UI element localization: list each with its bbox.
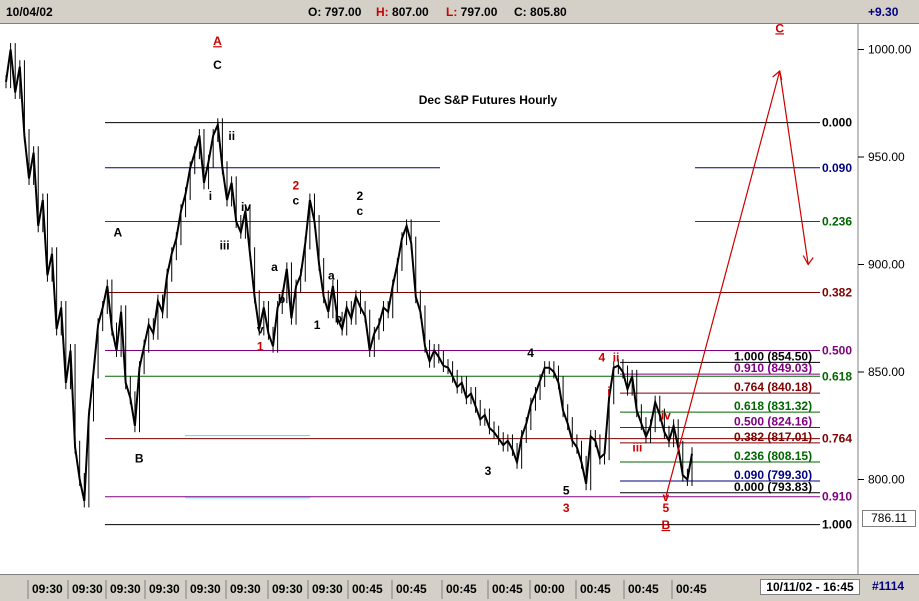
wave-label: C <box>213 58 222 72</box>
y-tick-label: 950.00 <box>868 150 905 164</box>
price-line <box>5 49 693 502</box>
x-tick-labels: 09:30 09:30 09:30 09:30 09:30 09:30 09:30 09:30… <box>27 580 707 599</box>
fib-retracement-label: 0.236 <box>822 215 852 229</box>
x-tick-label: 00:45 <box>492 582 523 596</box>
fib-retracement-label: 0.000 <box>822 116 852 130</box>
wave-label: ii <box>613 350 620 364</box>
wave-label: v <box>663 490 670 504</box>
x-tick-label: 09:30 <box>312 582 343 596</box>
x-tick-label: 00:45 <box>580 582 611 596</box>
projection-arrowhead <box>802 255 814 266</box>
wave-label: iv <box>661 408 671 422</box>
wave-label: a <box>328 269 335 283</box>
wave-label: 1 <box>314 318 321 332</box>
change-value: +9.30 <box>868 5 899 19</box>
wave-label: 2 <box>356 189 363 203</box>
x-tick-label: 00:45 <box>352 582 383 596</box>
close-value: 805.80 <box>530 5 567 19</box>
x-tick-label: 00:45 <box>628 582 659 596</box>
wave-label: c <box>292 193 299 207</box>
x-tick-label: 09:30 <box>32 582 63 596</box>
open-quote: O: 797.00 <box>308 5 361 19</box>
open-label: O: <box>308 5 322 19</box>
fib-retracement-label: 0.090 <box>822 161 852 175</box>
last-price-box: 786.11 <box>862 510 916 527</box>
wave-label: c <box>356 204 363 218</box>
low-label: L: <box>446 5 458 19</box>
fib-retracement-label: 1.000 <box>822 518 852 532</box>
wave-label: 2 <box>292 178 299 192</box>
x-tick-label: 09:30 <box>72 582 103 596</box>
wave-label: C <box>775 21 784 35</box>
close-quote: C: 805.80 <box>514 5 567 19</box>
wave-label: i <box>209 189 212 203</box>
x-tick-label: 09:30 <box>190 582 221 596</box>
y-tick-label: 850.00 <box>868 365 905 379</box>
fib-extension-label: 1.000 (854.50) <box>734 349 812 363</box>
x-tick-label: 09:30 <box>149 582 180 596</box>
fib-retracement-label: 0.910 <box>822 490 852 504</box>
chart-title: Dec S&P Futures Hourly <box>419 93 558 107</box>
wave-label: 3 <box>563 501 570 515</box>
high-quote: H: 807.00 <box>376 5 429 19</box>
wave-label: iv <box>241 200 251 214</box>
bar-count: #1114 <box>872 579 905 593</box>
wave-label: 5 <box>563 484 570 498</box>
fib-retracement-label: 0.618 <box>822 369 852 383</box>
fib-extension-label: 0.764 (840.18) <box>734 380 812 394</box>
y-tick-label: 900.00 <box>868 258 905 272</box>
fib-extension-label: 0.236 (808.15) <box>734 449 812 463</box>
fib-extension-label: 0.382 (817.01) <box>734 430 812 444</box>
x-tick-label: 09:30 <box>110 582 141 596</box>
wave-label: 1 <box>257 340 264 354</box>
low-quote: L: 797.00 <box>446 5 497 19</box>
quote-date: 10/04/02 <box>6 5 53 19</box>
x-tick-label: 09:30 <box>230 582 261 596</box>
x-tick-label: 00:00 <box>534 582 565 596</box>
x-tick-label: 00:45 <box>676 582 707 596</box>
wave-label: v <box>257 322 264 336</box>
projection-arrowhead <box>772 69 783 81</box>
open-value: 797.00 <box>324 5 362 19</box>
high-label: H: <box>376 5 389 19</box>
quote-toolbar: 10/04/02 O: 797.00 H: 807.00 L: 797.00 C… <box>0 0 919 24</box>
wave-label: b <box>278 292 285 306</box>
fib-extension-label: 0.910 (849.03) <box>734 361 812 375</box>
wave-label: 5 <box>663 501 670 515</box>
fib-retracement-label: 0.500 <box>822 344 852 358</box>
fib-retracement-label: 0.382 <box>822 285 852 299</box>
price-chart[interactable]: 800.00 850.00 900.00 950.00 1000.00 Dec S&P F… <box>0 21 919 601</box>
close-label: C: <box>514 5 527 19</box>
wave-label: B <box>135 451 144 465</box>
y-tick-label: 1000.00 <box>868 43 912 57</box>
wave-label: A <box>114 226 123 240</box>
x-tick-label: 00:45 <box>396 582 427 596</box>
y-axis-panel <box>858 24 919 574</box>
wave-label: A <box>213 34 222 48</box>
fib-extension-label: 0.500 (824.16) <box>734 415 812 429</box>
wave-label: b <box>335 312 342 326</box>
fib-extension-label: 0.000 (793.83) <box>734 480 812 494</box>
wave-label: 3 <box>485 464 492 478</box>
low-value: 797.00 <box>460 5 498 19</box>
wave-label: B <box>662 518 671 532</box>
wave-label: i <box>607 385 610 399</box>
wave-label: 4 <box>527 346 534 360</box>
wave-label: a <box>271 260 278 274</box>
wave-label: 4 <box>598 350 605 364</box>
x-tick-label: 09:30 <box>272 582 303 596</box>
high-value: 807.00 <box>392 5 429 19</box>
wave-label: iii <box>632 441 642 455</box>
fib-retracement-label: 0.764 <box>822 432 852 446</box>
wave-label: iii <box>220 238 230 252</box>
date-range-box[interactable]: 10/11/02 - 16:45 <box>760 579 860 595</box>
y-tick-label: 800.00 <box>868 473 905 487</box>
fib-extension-label: 0.090 (799.30) <box>734 468 812 482</box>
wave-label: ii <box>228 129 235 143</box>
x-tick-label: 00:45 <box>446 582 477 596</box>
fib-extension-label: 0.618 (831.32) <box>734 399 812 413</box>
